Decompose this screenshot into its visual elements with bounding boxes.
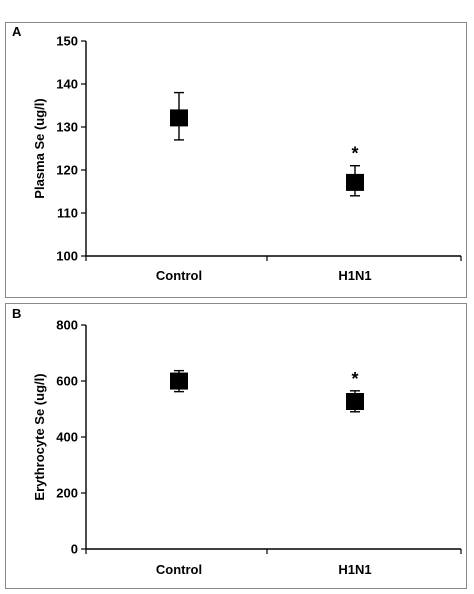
panel-letter: B bbox=[12, 306, 21, 321]
panel-letter: A bbox=[12, 24, 22, 39]
chart-b-svg: B 0 200 400 600 800 Control H1N1 Erythrocyte Se … bbox=[12, 306, 462, 577]
significance-marker: * bbox=[351, 144, 358, 164]
y-tick-label: 200 bbox=[56, 486, 78, 501]
y-tick-label: 800 bbox=[56, 318, 78, 333]
chart-panel-b: B 0 200 400 600 800 Control H1N1 Erythrocyte Se … bbox=[5, 303, 467, 589]
data-point-h1n1 bbox=[346, 173, 364, 191]
data-point-h1n1 bbox=[346, 393, 364, 410]
y-tick-label: 400 bbox=[56, 430, 78, 445]
y-tick-label: 110 bbox=[57, 206, 78, 221]
data-point-control bbox=[170, 109, 188, 127]
category-label-h1n1: H1N1 bbox=[338, 268, 371, 283]
y-axis-label: Erythrocyte Se (ug/l) bbox=[32, 373, 47, 500]
category-label-control: Control bbox=[156, 562, 202, 577]
y-tick-label: 100 bbox=[56, 249, 78, 264]
y-axis-label: Plasma Se (ug/l) bbox=[32, 98, 47, 198]
y-tick-label: 130 bbox=[56, 120, 78, 135]
y-tick-label: 0 bbox=[71, 542, 78, 557]
y-tick-label: 600 bbox=[56, 374, 78, 389]
chart-panel-a: A 100 110 120 130 140 150 Control H1N1 Plasma Se … bbox=[5, 22, 467, 298]
category-label-h1n1: H1N1 bbox=[338, 562, 371, 577]
y-tick-label: 140 bbox=[56, 77, 78, 92]
y-tick-label: 150 bbox=[56, 34, 78, 49]
data-point-control bbox=[170, 372, 188, 390]
y-tick-label: 120 bbox=[56, 163, 78, 178]
chart-a-svg: A 100 110 120 130 140 150 Control H1N1 Plasma Se … bbox=[12, 24, 462, 283]
category-label-control: Control bbox=[156, 268, 202, 283]
significance-marker: * bbox=[351, 369, 358, 389]
